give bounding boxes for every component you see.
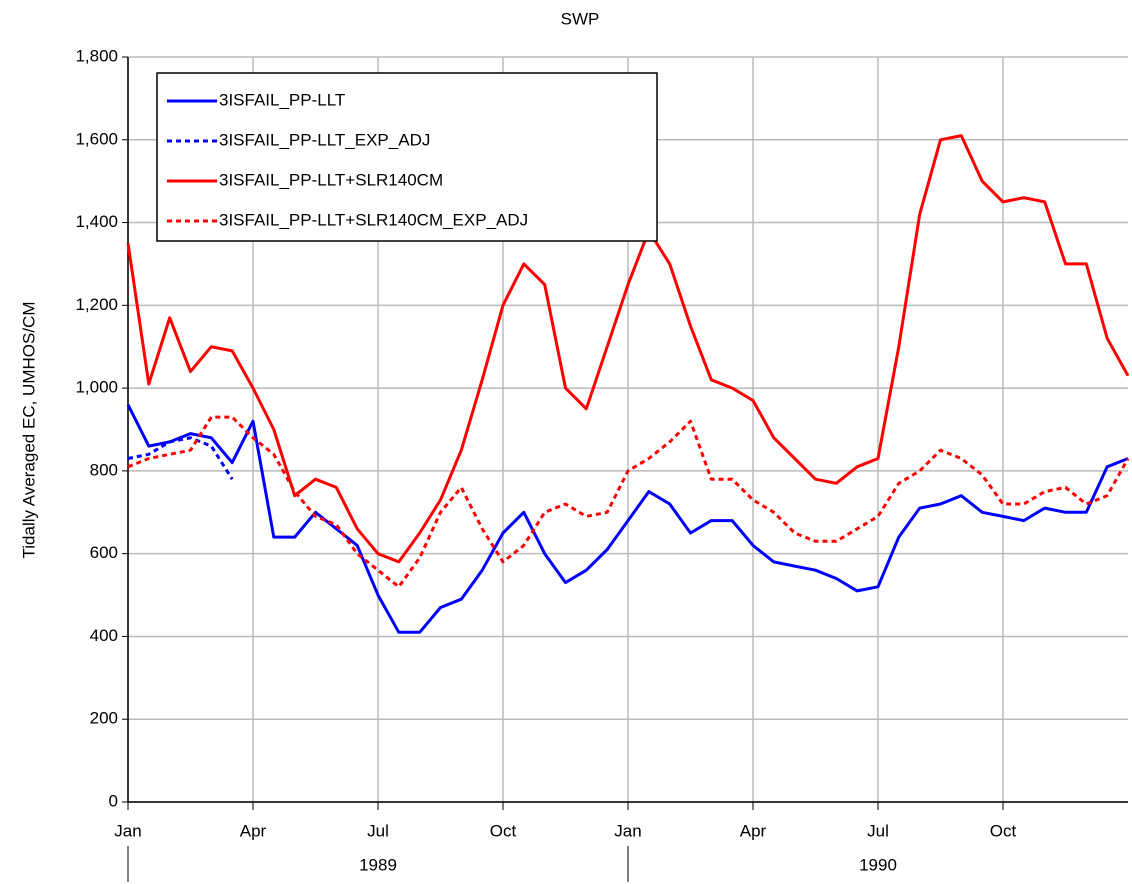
x-tick-label: Oct bbox=[490, 821, 517, 840]
y-tick-label: 200 bbox=[90, 709, 118, 728]
x-tick-label: Apr bbox=[740, 821, 767, 840]
x-tick-label: Jan bbox=[614, 821, 641, 840]
y-tick-label: 1,600 bbox=[75, 129, 118, 148]
y-tick-label: 1,800 bbox=[75, 46, 118, 65]
y-tick-label: 1,200 bbox=[75, 295, 118, 314]
chart-title: SWP bbox=[561, 9, 600, 28]
year-label: 1990 bbox=[859, 855, 897, 874]
y-tick-label: 1,000 bbox=[75, 378, 118, 397]
legend-label: 3ISFAIL_PP-LLT bbox=[219, 90, 345, 109]
legend-label: 3ISFAIL_PP-LLT+SLR140CM bbox=[219, 170, 443, 189]
x-tick-label: Jul bbox=[867, 821, 889, 840]
y-tick-label: 800 bbox=[90, 460, 118, 479]
y-tick-label: 1,400 bbox=[75, 212, 118, 231]
x-tick-label: Jul bbox=[367, 821, 389, 840]
page: {"chart_data": { "type": "line", "title"… bbox=[0, 0, 1132, 884]
legend-label: 3ISFAIL_PP-LLT+SLR140CM_EXP_ADJ bbox=[219, 210, 528, 229]
y-tick-label: 600 bbox=[90, 543, 118, 562]
year-label: 1989 bbox=[359, 855, 397, 874]
y-tick-label: 0 bbox=[109, 791, 118, 810]
y-tick-label: 400 bbox=[90, 626, 118, 645]
x-tick-label: Jan bbox=[114, 821, 141, 840]
legend-label: 3ISFAIL_PP-LLT_EXP_ADJ bbox=[219, 130, 430, 149]
chart: SWP Tidally Averaged EC, UMHOS/CM 0 200 40… bbox=[0, 0, 1132, 884]
x-tick-label: Oct bbox=[990, 821, 1017, 840]
y-axis-label: Tidally Averaged EC, UMHOS/CM bbox=[19, 302, 38, 559]
x-tick-label: Apr bbox=[240, 821, 267, 840]
